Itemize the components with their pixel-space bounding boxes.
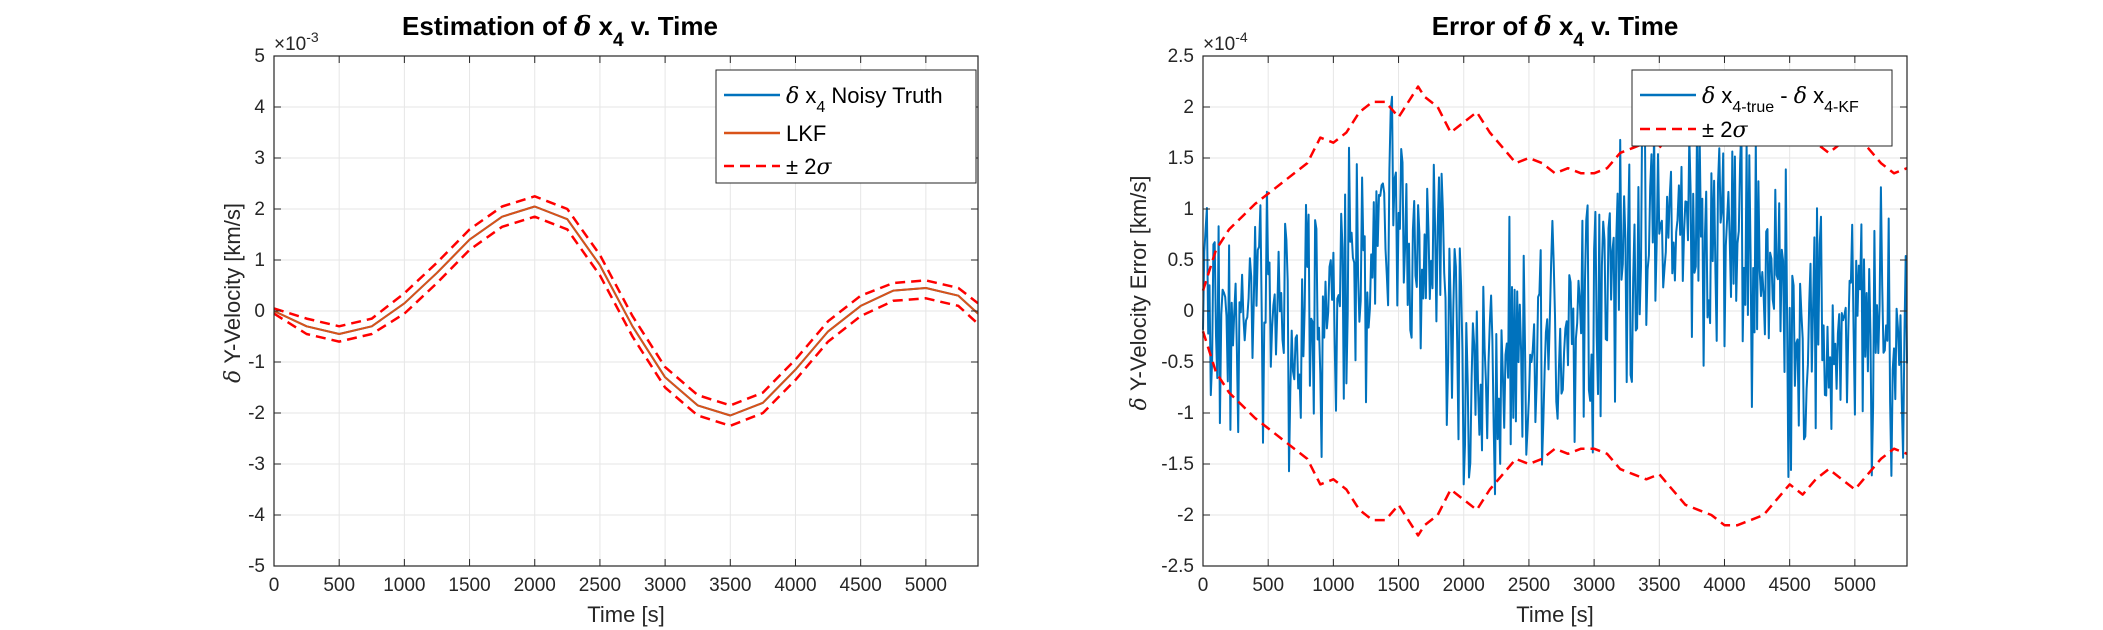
legend-box bbox=[1631, 69, 1893, 147]
x-tick-label: 3500 bbox=[1638, 575, 1680, 596]
y-tick-label: -0.5 bbox=[1161, 352, 1194, 373]
y-tick-label: -5 bbox=[248, 556, 265, 577]
x-tick-label: 4000 bbox=[1703, 575, 1745, 596]
x-tick-label: 1500 bbox=[1377, 575, 1419, 596]
chart-title: Error of δ x4 v. Time bbox=[1432, 11, 1679, 51]
y-tick-label: 1 bbox=[254, 250, 265, 271]
legend-label-truth: δ x4 Noisy Truth bbox=[786, 83, 943, 116]
x-tick-label: 500 bbox=[323, 575, 355, 596]
y-tick-label: -3 bbox=[248, 454, 265, 475]
series-line-2 bbox=[273, 215, 979, 428]
y-tick-label: -1.5 bbox=[1161, 454, 1194, 475]
y-tick-label: 1.5 bbox=[1168, 148, 1194, 169]
y-tick-label: 1 bbox=[1183, 199, 1194, 220]
legend-box bbox=[715, 69, 977, 184]
x-tick-label: 4500 bbox=[1769, 575, 1811, 596]
x-axis-label: Time [s] bbox=[587, 602, 664, 627]
y-tick-label: -2 bbox=[248, 403, 265, 424]
x-tick-label: 2000 bbox=[514, 575, 556, 596]
y-tick-label: -2.5 bbox=[1161, 556, 1194, 577]
chart-title: Estimation of δ x4 v. Time bbox=[402, 11, 718, 51]
x-tick-label: 2500 bbox=[1508, 575, 1550, 596]
y-tick-label: 3 bbox=[254, 148, 265, 169]
y-axis-label: δ Y-Velocity [km/s] bbox=[220, 203, 246, 383]
y-exponent-label: ×10-4 bbox=[1203, 29, 1248, 55]
legend-label-error: δ x4-true - δ x4-KF bbox=[1702, 83, 1859, 116]
x-tick-label: 4500 bbox=[840, 575, 882, 596]
y-tick-label: -4 bbox=[248, 505, 265, 526]
x-tick-label: 0 bbox=[269, 575, 280, 596]
y-tick-label: -1 bbox=[248, 352, 265, 373]
y-tick-label: 4 bbox=[254, 97, 265, 118]
series-line-2 bbox=[1201, 331, 1908, 537]
y-tick-label: 5 bbox=[254, 46, 265, 67]
y-tick-label: 0 bbox=[254, 301, 265, 322]
x-tick-label: 5000 bbox=[905, 575, 947, 596]
x-tick-label: 2500 bbox=[579, 575, 621, 596]
series-line-2 bbox=[1201, 85, 1908, 291]
x-tick-label: 1000 bbox=[383, 575, 425, 596]
x-tick-label: 4000 bbox=[774, 575, 816, 596]
legend: δ x4-true - δ x4-KF ± 2σ bbox=[1631, 69, 1893, 147]
y-tick-label: 0.5 bbox=[1168, 250, 1194, 271]
chart-estimation: Estimation of δ x4 v. Time ×10-3 Time [s… bbox=[220, 11, 979, 627]
y-tick-label: -2 bbox=[1177, 505, 1194, 526]
y-tick-label: 0 bbox=[1183, 301, 1194, 322]
series-line-lkf bbox=[273, 205, 979, 417]
x-tick-label: 1500 bbox=[448, 575, 490, 596]
x-tick-label: 3000 bbox=[644, 575, 686, 596]
x-tick-label: 3000 bbox=[1573, 575, 1615, 596]
legend-label-lkf: LKF bbox=[786, 121, 826, 146]
x-axis-label: Time [s] bbox=[1516, 602, 1593, 627]
series-line-2 bbox=[273, 195, 979, 407]
x-tick-label: 5000 bbox=[1834, 575, 1876, 596]
x-tick-label: 1000 bbox=[1312, 575, 1354, 596]
chart-error: Error of δ x4 v. Time ×10-4 Time [s] δ Y… bbox=[1126, 11, 1908, 627]
x-tick-label: 2000 bbox=[1443, 575, 1485, 596]
y-exponent-label: ×10-3 bbox=[274, 29, 319, 55]
legend-label-sigma: ± 2σ bbox=[1702, 117, 1748, 143]
y-tick-label: -1 bbox=[1177, 403, 1194, 424]
y-tick-label: 2 bbox=[1183, 97, 1194, 118]
legend: δ x4 Noisy Truth LKF ± 2σ bbox=[715, 69, 977, 184]
y-tick-label: 2.5 bbox=[1168, 46, 1194, 67]
x-tick-label: 500 bbox=[1252, 575, 1284, 596]
x-tick-label: 3500 bbox=[709, 575, 751, 596]
y-tick-label: 2 bbox=[254, 199, 265, 220]
x-tick-label: 0 bbox=[1198, 575, 1209, 596]
legend-label-sigma: ± 2σ bbox=[786, 154, 832, 180]
series-line-x4-true-x4-kf bbox=[1202, 95, 1908, 496]
y-axis-label: δ Y-Velocity Error [km/s] bbox=[1126, 176, 1152, 411]
